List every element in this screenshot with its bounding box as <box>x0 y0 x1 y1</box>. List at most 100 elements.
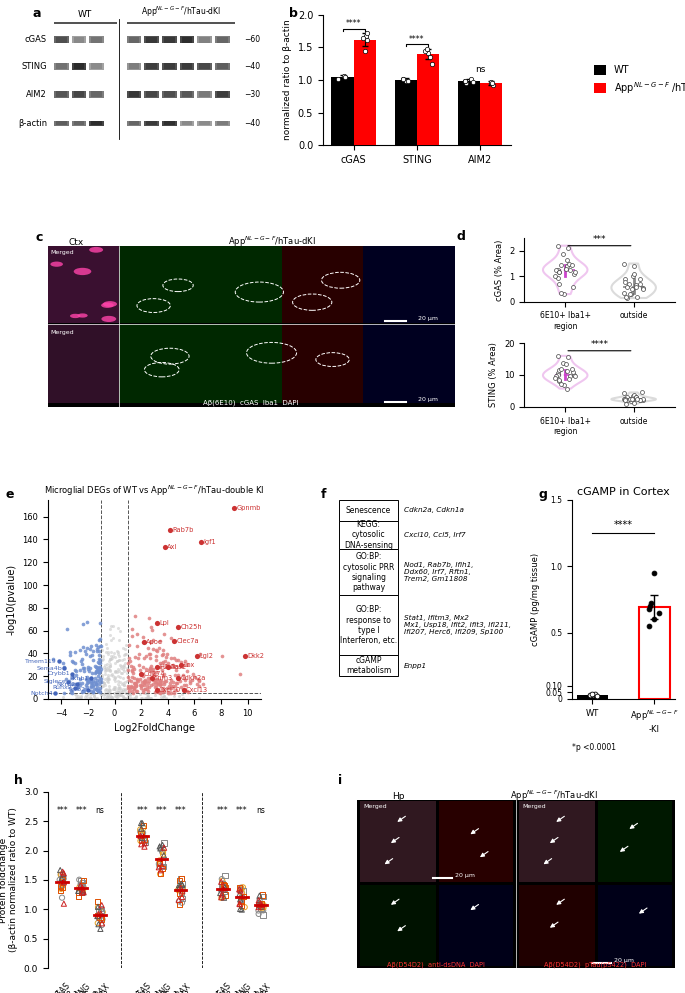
Point <box>184 674 195 690</box>
Point <box>645 598 656 614</box>
Point <box>426 56 437 71</box>
Point <box>93 917 104 932</box>
Point <box>158 641 169 657</box>
Point <box>75 677 86 693</box>
Point <box>628 395 639 411</box>
Point <box>104 684 115 700</box>
Point <box>110 673 121 689</box>
Point <box>72 676 83 692</box>
Point <box>102 643 113 659</box>
Point <box>92 660 103 676</box>
Point <box>110 688 121 704</box>
Point <box>138 635 149 650</box>
Point <box>78 885 89 901</box>
Bar <box>55 121 66 125</box>
Bar <box>217 64 228 70</box>
Text: g: g <box>539 488 548 500</box>
Point <box>173 620 184 636</box>
Bar <box>55 37 66 43</box>
Point <box>90 681 101 697</box>
Point <box>114 669 125 685</box>
Point <box>129 690 140 706</box>
Point <box>468 74 479 90</box>
Point <box>97 905 108 921</box>
Point <box>101 670 112 686</box>
Point <box>556 285 566 301</box>
Point <box>144 679 155 695</box>
Point <box>95 910 105 925</box>
Point <box>77 882 88 898</box>
Point <box>75 877 86 893</box>
Point <box>101 682 112 698</box>
Point <box>75 671 86 687</box>
Point <box>421 41 432 57</box>
Point <box>175 673 186 689</box>
Point <box>567 279 578 295</box>
Bar <box>519 800 595 882</box>
Text: Hp: Hp <box>392 791 404 800</box>
Point <box>97 667 108 683</box>
Point <box>119 657 129 673</box>
Point <box>135 824 146 840</box>
Point <box>239 900 250 916</box>
Point <box>162 657 173 673</box>
Point <box>114 632 125 647</box>
Text: −40: −40 <box>245 62 261 71</box>
Point <box>112 680 123 696</box>
Point <box>92 900 103 916</box>
Point <box>256 899 266 915</box>
Point <box>57 890 68 906</box>
Point <box>66 670 77 686</box>
Point <box>124 686 135 702</box>
Text: H2-Aa: H2-Aa <box>159 664 179 670</box>
Text: ***: *** <box>217 806 229 815</box>
Point <box>167 657 178 673</box>
Point <box>236 890 247 906</box>
Point <box>77 885 88 901</box>
X-axis label: Log2FoldChange: Log2FoldChange <box>114 723 195 733</box>
Point <box>645 596 656 612</box>
Text: ****: **** <box>346 19 361 28</box>
Point <box>150 675 161 691</box>
Text: Oas2: Oas2 <box>170 664 187 670</box>
Point <box>105 618 116 634</box>
Point <box>95 661 106 677</box>
Point <box>219 879 230 895</box>
Text: App$^{NL-G-F}$/hTau-dKI: App$^{NL-G-F}$/hTau-dKI <box>510 789 598 803</box>
Point <box>124 650 135 666</box>
Text: Ifnm3: Ifnm3 <box>154 675 173 681</box>
Bar <box>339 655 398 676</box>
Point <box>118 639 129 655</box>
Point <box>81 677 92 693</box>
Point <box>93 664 104 680</box>
Point <box>116 665 127 681</box>
Point <box>143 610 154 626</box>
Point <box>102 673 113 689</box>
Text: Pknb1: Pknb1 <box>69 676 88 681</box>
Text: ****: **** <box>614 520 633 530</box>
Point <box>144 646 155 662</box>
Point <box>99 689 110 705</box>
Text: ns: ns <box>95 806 104 815</box>
Point <box>66 682 77 698</box>
Point <box>620 274 631 290</box>
Bar <box>146 121 157 125</box>
Point <box>55 867 66 883</box>
Text: Apoe: Apoe <box>146 639 163 645</box>
Point <box>56 870 67 886</box>
Point <box>103 687 114 703</box>
Point <box>96 912 107 927</box>
Text: a: a <box>32 7 40 20</box>
Point <box>155 677 166 693</box>
Text: ***: *** <box>56 806 68 815</box>
Text: 20 μm: 20 μm <box>614 958 634 963</box>
Point <box>127 663 138 679</box>
Point <box>76 878 87 894</box>
Point <box>165 672 176 688</box>
Point <box>154 859 165 875</box>
Point <box>172 674 183 690</box>
Point <box>189 669 200 685</box>
Point <box>150 687 161 703</box>
Point <box>619 391 630 407</box>
Point <box>419 43 430 59</box>
